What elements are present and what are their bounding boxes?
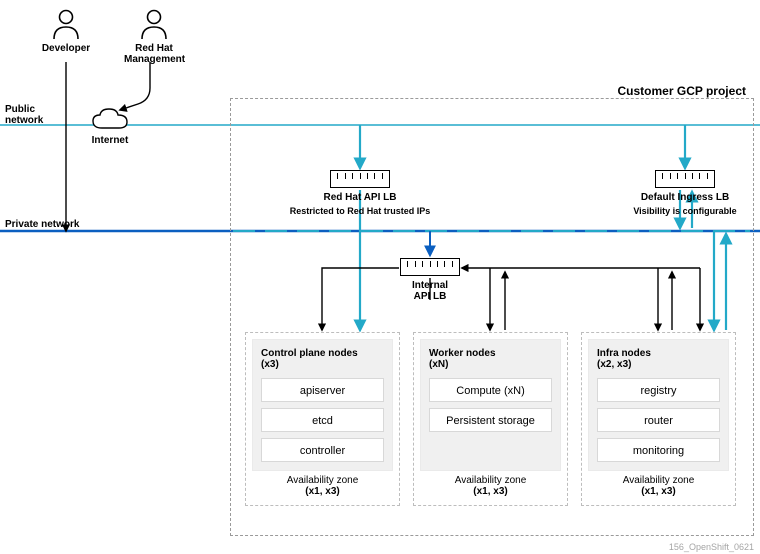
worker-comp-storage: Persistent storage bbox=[429, 408, 552, 432]
infra-title: Infra nodes bbox=[597, 348, 720, 359]
infra-az: Infra nodes (x2, x3) registry router mon… bbox=[581, 332, 736, 506]
redhat-mgmt-actor: Red Hat Management bbox=[124, 8, 184, 65]
redhat-mgmt-label: Red Hat Management bbox=[124, 43, 184, 65]
control-count: (x3) bbox=[261, 359, 384, 370]
default-ingress-lb-title: Default Ingress LB bbox=[620, 192, 750, 203]
developer-label: Developer bbox=[40, 43, 92, 54]
worker-count: (xN) bbox=[429, 359, 552, 370]
person-icon bbox=[139, 8, 169, 40]
control-az-label: Availability zone bbox=[246, 475, 399, 486]
infra-az-count: (x1, x3) bbox=[582, 486, 735, 497]
infra-count: (x2, x3) bbox=[597, 359, 720, 370]
internet-label: Internet bbox=[84, 135, 136, 146]
control-comp-apiserver: apiserver bbox=[261, 378, 384, 402]
internet-cloud: Internet bbox=[84, 106, 136, 146]
person-icon bbox=[51, 8, 81, 40]
control-az-count: (x1, x3) bbox=[246, 486, 399, 497]
cloud-icon bbox=[90, 106, 130, 132]
default-ingress-lb bbox=[655, 170, 715, 188]
control-comp-etcd: etcd bbox=[261, 408, 384, 432]
private-network-label: Private network bbox=[5, 219, 79, 230]
infra-comp-monitoring: monitoring bbox=[597, 438, 720, 462]
internal-api-lb bbox=[400, 258, 460, 276]
worker-title: Worker nodes bbox=[429, 348, 552, 359]
redhat-api-lb bbox=[330, 170, 390, 188]
infra-comp-router: router bbox=[597, 408, 720, 432]
customer-project-title: Customer GCP project bbox=[618, 84, 746, 98]
worker-comp-compute: Compute (xN) bbox=[429, 378, 552, 402]
control-plane-az: Control plane nodes (x3) apiserver etcd … bbox=[245, 332, 400, 506]
infra-comp-registry: registry bbox=[597, 378, 720, 402]
control-title: Control plane nodes bbox=[261, 348, 384, 359]
internal-api-lb-title: Internal API LB bbox=[395, 280, 465, 302]
developer-actor: Developer bbox=[40, 8, 92, 54]
worker-az-count: (x1, x3) bbox=[414, 486, 567, 497]
redhat-api-lb-title: Red Hat API LB bbox=[295, 192, 425, 203]
worker-az-label: Availability zone bbox=[414, 475, 567, 486]
redhat-api-lb-subtitle: Restricted to Red Hat trusted IPs bbox=[280, 206, 440, 216]
infra-az-label: Availability zone bbox=[582, 475, 735, 486]
public-network-label: Public network bbox=[5, 104, 43, 126]
control-comp-controller: controller bbox=[261, 438, 384, 462]
worker-az: Worker nodes (xN) Compute (xN) Persisten… bbox=[413, 332, 568, 506]
watermark: 156_OpenShift_0621 bbox=[669, 542, 754, 552]
default-ingress-lb-subtitle: Visibility is configurable bbox=[620, 206, 750, 216]
